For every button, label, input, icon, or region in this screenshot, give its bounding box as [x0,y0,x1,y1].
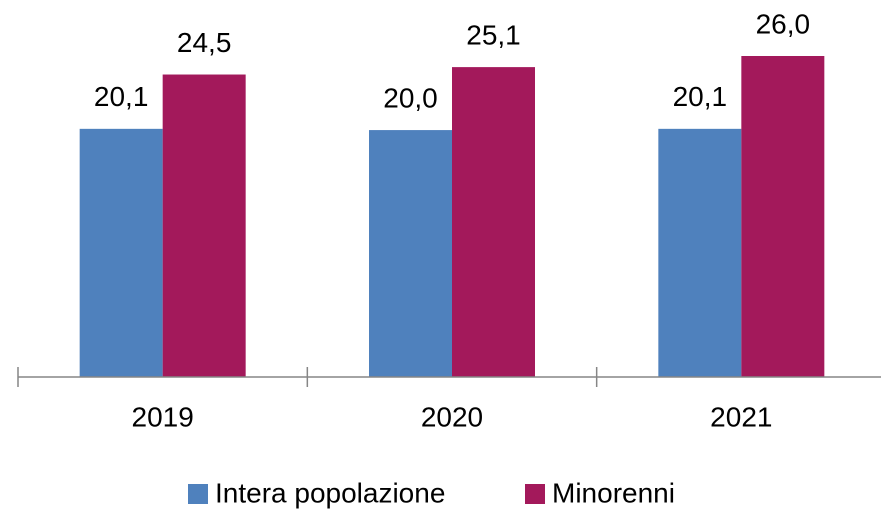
value-label: 26,0 [756,8,811,39]
x-tick-label: 2020 [421,401,483,432]
value-label: 20,1 [673,81,728,112]
x-tick-label: 2019 [132,401,194,432]
legend-swatch [188,484,208,504]
bar [658,128,742,377]
legend-label: Minorenni [552,477,675,508]
legend-label: Intera popolazione [215,477,445,508]
value-label: 25,1 [466,20,521,51]
bar [741,56,825,377]
bar [79,128,163,377]
bar [452,67,535,377]
bar [162,74,246,378]
x-tick-label: 2021 [710,401,772,432]
bar [369,130,452,377]
value-label: 20,0 [383,82,438,113]
legend-swatch [525,484,545,504]
value-label: 24,5 [177,27,232,58]
value-label: 20,1 [94,81,149,112]
